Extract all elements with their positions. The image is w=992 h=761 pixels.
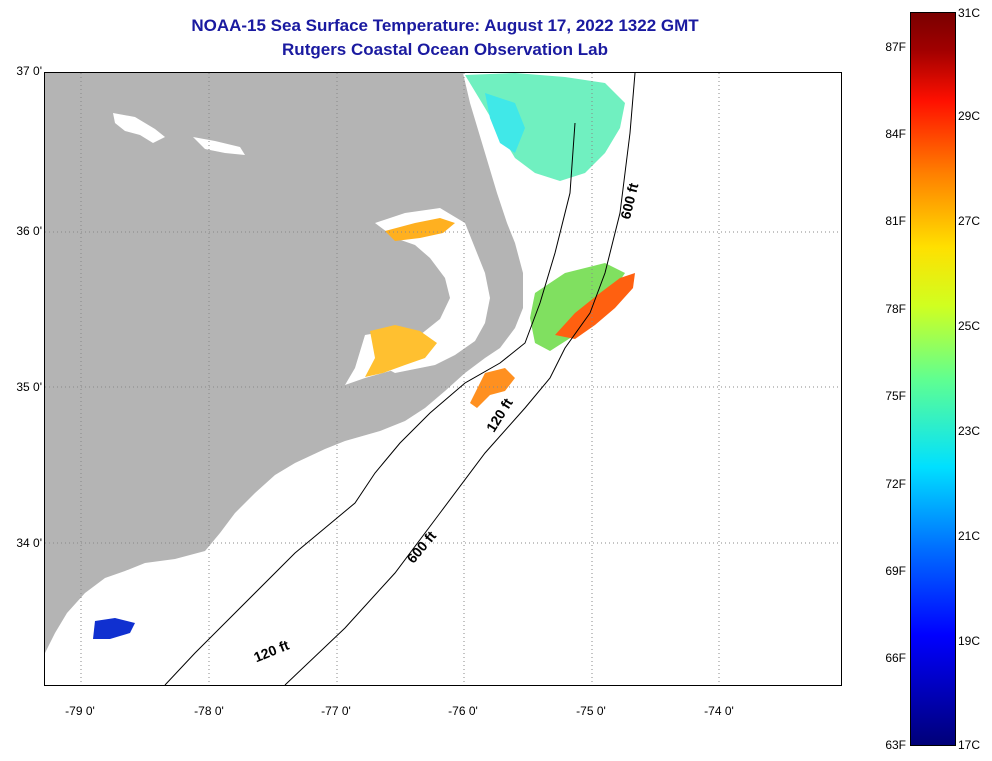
longitude-label-76: -76 0' bbox=[448, 704, 478, 718]
colorbar-f-75: 75F bbox=[885, 389, 906, 403]
land-area bbox=[45, 73, 523, 653]
colorbar-f-66: 66F bbox=[885, 651, 906, 665]
latitude-label-37: 37 0' bbox=[16, 64, 42, 78]
longitude-label-78: -78 0' bbox=[194, 704, 224, 718]
colorbar-c-31: 31C bbox=[958, 6, 981, 20]
colorbar-f-84: 84F bbox=[885, 127, 906, 141]
colorbar-c-27: 27C bbox=[958, 214, 981, 228]
sst-patch-green bbox=[530, 263, 625, 351]
latitude-label-34: 34 0' bbox=[16, 536, 42, 550]
sst-map: 600 ft 120 ft 600 ft 120 ft bbox=[44, 72, 842, 686]
longitude-label-75: -75 0' bbox=[576, 704, 606, 718]
colorbar-c-19: 19C bbox=[958, 634, 981, 648]
latitude-label-35: 35 0' bbox=[16, 380, 42, 394]
colorbar-c-29: 29C bbox=[958, 109, 981, 123]
colorbar-c-17: 17C bbox=[958, 738, 981, 752]
colorbar bbox=[910, 12, 956, 746]
sst-patch-warm bbox=[555, 273, 635, 339]
colorbar-f-69: 69F bbox=[885, 564, 906, 578]
sst-patch-north-cyan bbox=[485, 93, 525, 153]
grid-lines bbox=[45, 73, 841, 685]
map-subtitle: Rutgers Coastal Ocean Observation Lab bbox=[282, 40, 608, 59]
map-title: NOAA-15 Sea Surface Temperature: August … bbox=[191, 16, 699, 35]
isobath-600ft bbox=[284, 73, 636, 685]
colorbar-c-25: 25C bbox=[958, 319, 981, 333]
longitude-label-74: -74 0' bbox=[704, 704, 734, 718]
sound-water bbox=[375, 208, 490, 373]
colorbar-f-81: 81F bbox=[885, 214, 906, 228]
colorbar-f-63: 63F bbox=[885, 738, 906, 752]
sst-patch-mid bbox=[470, 368, 515, 408]
colorbar-f-72: 72F bbox=[885, 477, 906, 491]
colorbar-c-23: 23C bbox=[958, 424, 981, 438]
sst-patch-sound bbox=[385, 218, 455, 241]
colorbar-c-21: 21C bbox=[958, 529, 981, 543]
sst-patch-cold bbox=[93, 618, 135, 639]
sst-map-canvas bbox=[45, 73, 841, 685]
sst-patch-north bbox=[465, 73, 625, 181]
isobath-120ft bbox=[164, 122, 576, 685]
inlet-water-2 bbox=[193, 137, 245, 155]
inlet-water bbox=[113, 113, 165, 143]
sst-patch-pamlico bbox=[365, 325, 437, 377]
colorbar-f-87: 87F bbox=[885, 40, 906, 54]
longitude-label-79: -79 0' bbox=[65, 704, 95, 718]
latitude-label-36: 36 0' bbox=[16, 224, 42, 238]
longitude-label-77: -77 0' bbox=[321, 704, 351, 718]
colorbar-f-78: 78F bbox=[885, 302, 906, 316]
